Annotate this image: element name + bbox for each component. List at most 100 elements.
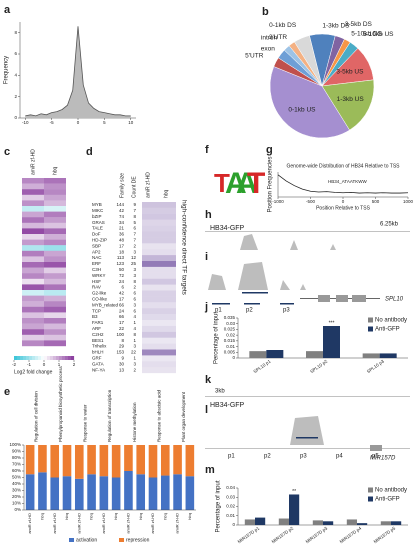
tf-family: NAC — [92, 255, 102, 260]
tf-shade — [142, 343, 176, 350]
tf-family: HSF — [92, 279, 101, 284]
bar — [323, 326, 340, 358]
tf-family: AP2 — [92, 249, 101, 254]
heat-cell — [44, 206, 66, 212]
peak-label: p3 — [300, 454, 307, 460]
bar-label: amiR zf-HD — [76, 513, 81, 534]
tf-family: HD-ZIP — [92, 238, 107, 243]
tf-shade — [142, 337, 176, 344]
y-tick-label: 30% — [12, 488, 21, 493]
primer — [244, 303, 260, 305]
line — [25, 26, 131, 117]
motif-letter: T — [247, 167, 265, 200]
heat-cell — [22, 290, 44, 296]
family-size: 18 — [119, 249, 125, 254]
family-size: 22 — [119, 326, 125, 331]
heat-cell — [22, 234, 44, 240]
tf-family: GRF — [92, 356, 102, 361]
tf-shade — [142, 207, 176, 214]
family-size: 8 — [121, 338, 124, 343]
y-tick-label: 10% — [12, 501, 21, 506]
column-header: Family size — [119, 173, 125, 198]
x-tick-label: 10 — [128, 120, 134, 125]
bar — [312, 520, 323, 525]
legend-swatch — [368, 496, 373, 502]
count-de: 22 — [131, 350, 137, 355]
bar-segment — [25, 474, 35, 510]
legend-label: activation — [76, 537, 97, 543]
bar-segment — [111, 477, 121, 510]
motif-letter: T — [214, 168, 230, 198]
peak-label: p2 — [264, 454, 271, 460]
count-de: 2 — [133, 243, 136, 248]
legend-gradient — [68, 356, 72, 360]
track-label: 3kb — [215, 389, 225, 395]
heat-cell — [22, 273, 44, 279]
column-header: amiR zf-HD — [145, 172, 151, 198]
panel-label: h — [205, 209, 212, 221]
category-label: Plant organ development — [181, 391, 186, 442]
primer — [296, 437, 318, 439]
heat-cell — [22, 206, 44, 212]
bar — [266, 350, 284, 358]
slice-label: 0-1kb DS — [269, 22, 297, 29]
track-axis — [205, 396, 410, 397]
tf-shade — [142, 249, 176, 256]
heat-cell — [44, 183, 66, 190]
category-label: Phenylpropanoid biosynthetic process — [58, 365, 63, 442]
category-label: Regulation of cell division — [33, 391, 38, 442]
bar-label: hbq — [64, 513, 69, 520]
x-tick-label: MIR157D p4 — [339, 525, 363, 544]
track-axis — [205, 448, 410, 449]
family-size: 13 — [119, 367, 125, 372]
legend-gradient — [32, 356, 36, 360]
tf-shade — [142, 243, 176, 250]
motif-letter: A — [236, 167, 258, 200]
tf-shade — [142, 367, 176, 374]
count-de: 3 — [133, 249, 136, 254]
x-tick-label: 1000 — [403, 199, 414, 204]
slice-label: 5-10kb US — [363, 31, 394, 38]
heat-cell — [44, 340, 66, 347]
panel-label: c — [4, 146, 10, 158]
tf-family: ARF — [92, 326, 101, 331]
tf-shade — [142, 261, 176, 267]
legend-tick-label: 2 — [73, 362, 76, 367]
heat-cell — [22, 323, 44, 330]
peak-label: p1 — [215, 308, 222, 314]
peaks — [240, 234, 336, 250]
family-size: 21 — [119, 226, 125, 231]
legend-tick-label: 1 — [58, 362, 61, 367]
column-header: hbq — [163, 189, 169, 198]
count-de: 12 — [131, 255, 137, 260]
bar-segment — [62, 445, 72, 477]
primer — [280, 303, 294, 305]
exon — [318, 295, 330, 302]
tf-family: GRAS — [92, 220, 105, 225]
heat-cell — [44, 301, 66, 307]
y-tick-label: 0.03 — [226, 494, 235, 499]
family-size: 24 — [119, 308, 125, 313]
tf-shade — [142, 320, 176, 326]
count-de: 7 — [133, 232, 136, 237]
panel-label: i — [205, 251, 208, 263]
heat-cell — [44, 290, 66, 296]
bar — [391, 521, 402, 525]
heat-cell — [44, 295, 66, 302]
count-de: 8 — [133, 214, 136, 219]
tf-family: B3 — [92, 314, 98, 319]
tf-shade — [142, 349, 176, 356]
panel-label: d — [86, 146, 93, 158]
category-label: Regulation of transcription — [107, 389, 112, 442]
heat-cell — [22, 183, 44, 190]
legend-gradient — [29, 356, 33, 360]
heat-cell — [22, 217, 44, 223]
legend-gradient — [23, 356, 27, 360]
bar-segment — [62, 476, 72, 510]
bar-segment — [50, 445, 60, 478]
primer — [212, 303, 230, 305]
tf-shade — [142, 202, 176, 208]
tf-family: WRKY — [92, 273, 106, 278]
legend-gradient — [14, 356, 18, 360]
side-label: high-confidence direct TF targets — [180, 200, 187, 296]
